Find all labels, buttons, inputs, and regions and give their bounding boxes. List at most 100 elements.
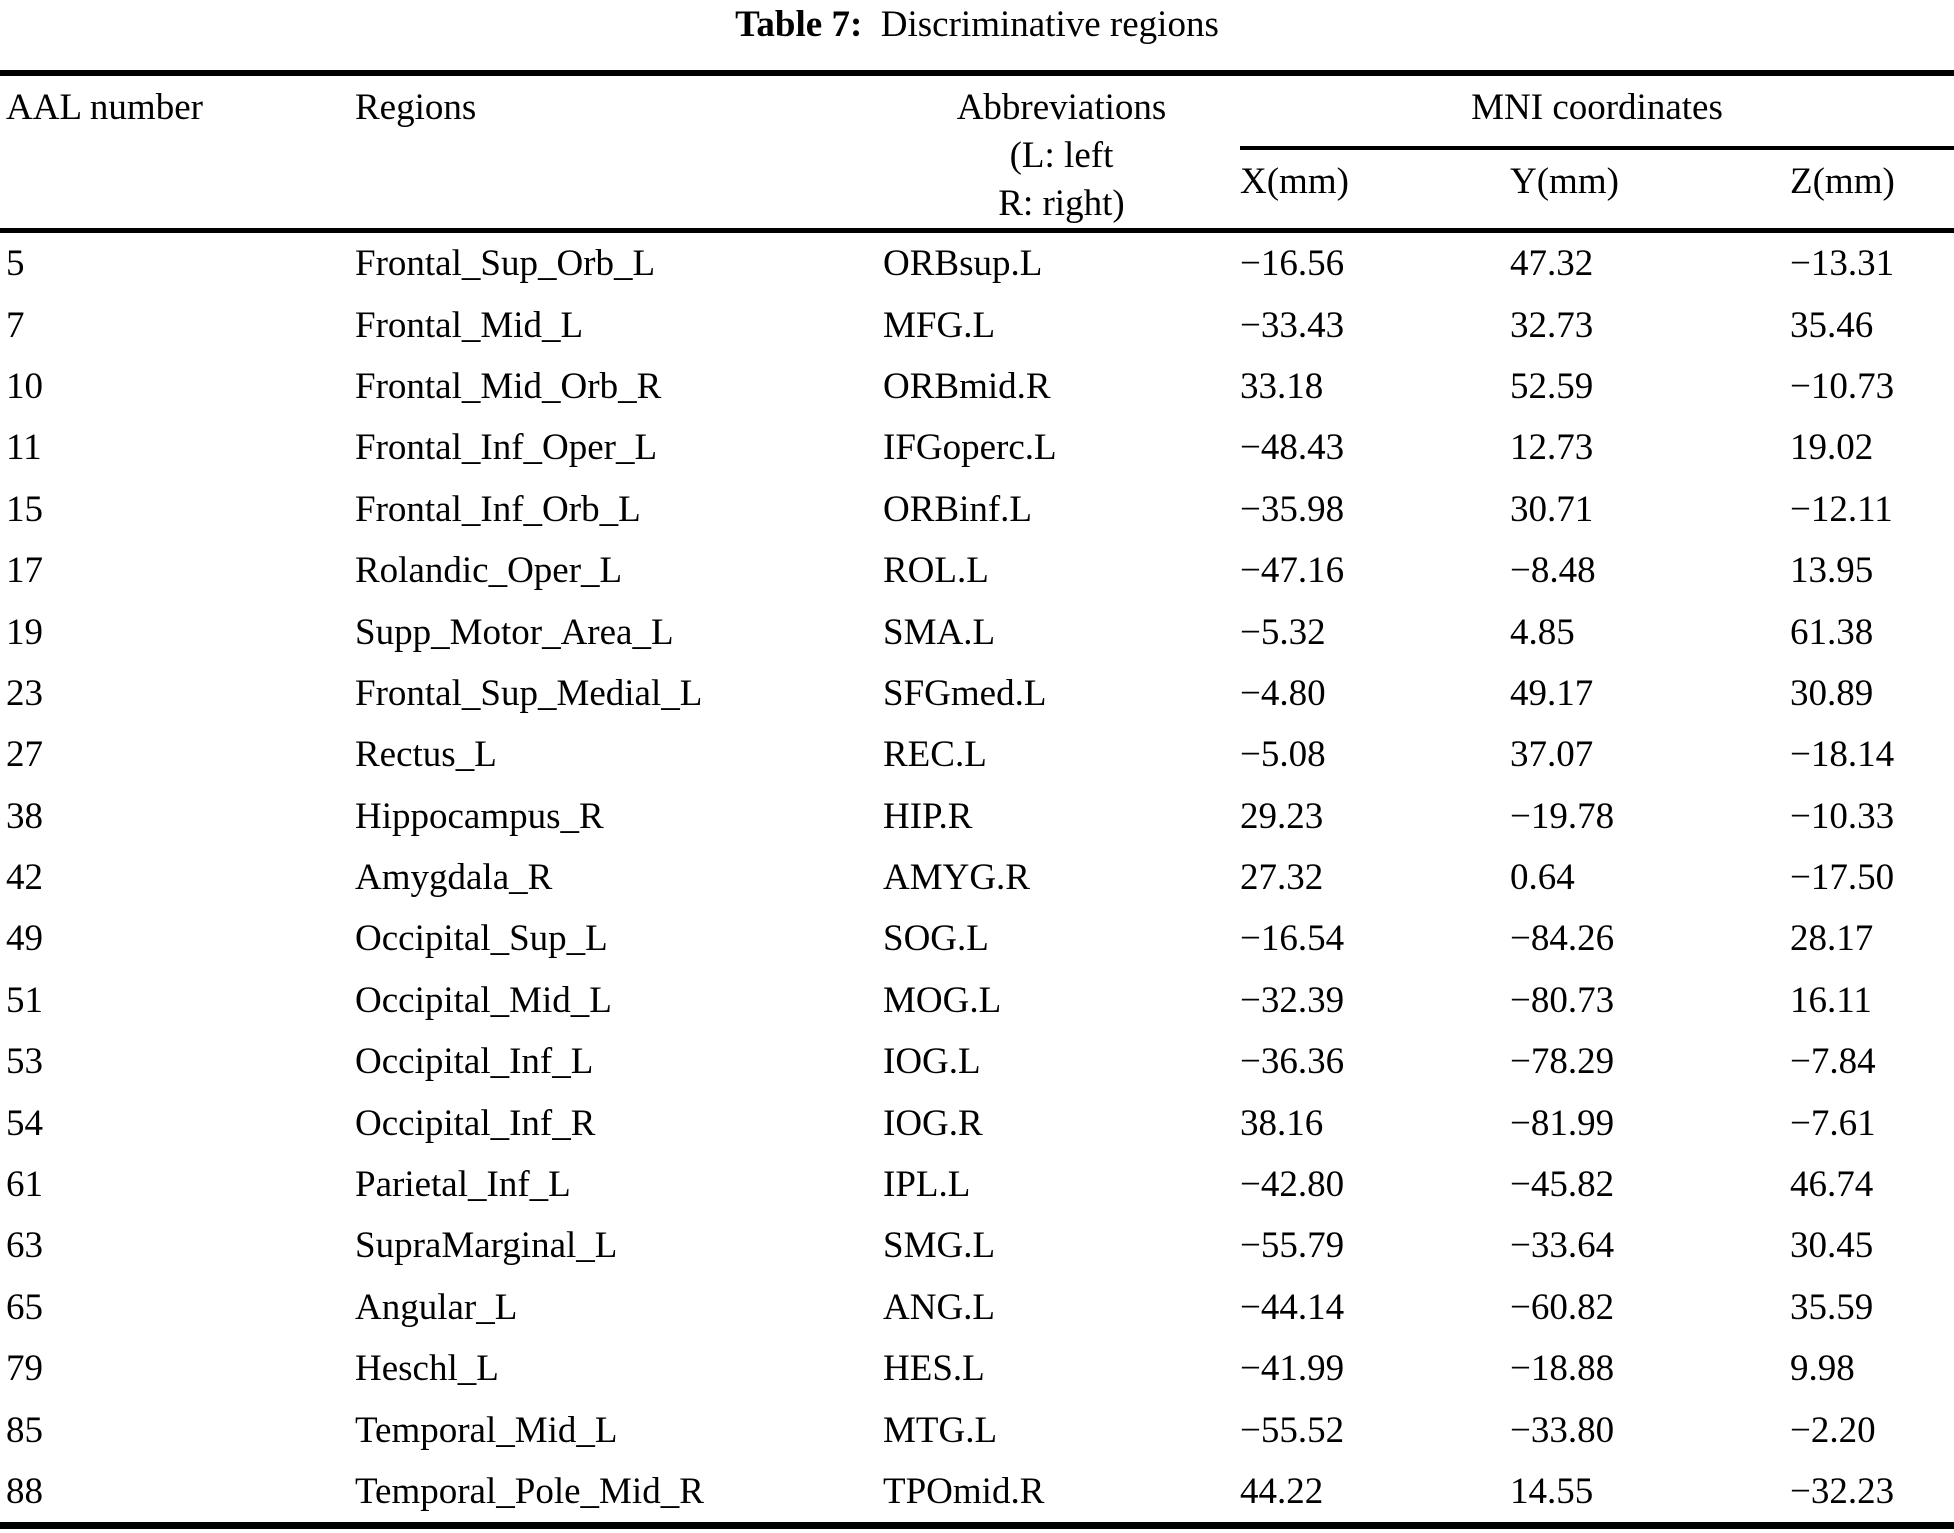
abbr-cell: HES.L (883, 1348, 985, 1390)
table-row: 63 SupraMarginal_L SMG.L −55.79 −33.64 3… (0, 1215, 1954, 1276)
abbr-cell: TPOmid.R (883, 1471, 1045, 1512)
aal-cell: 49 (6, 918, 43, 960)
table-caption-title: Discriminative regions (880, 4, 1219, 45)
region-cell: Frontal_Mid_L (355, 304, 584, 346)
abbr-cell: SMG.L (883, 1225, 996, 1267)
z-cell: −13.31 (1790, 243, 1895, 285)
z-cell: −17.50 (1790, 857, 1895, 899)
region-cell: Temporal_Pole_Mid_R (355, 1471, 704, 1512)
abbr-cell: ORBinf.L (883, 488, 1033, 530)
aal-cell: 51 (6, 979, 43, 1021)
z-cell: −18.14 (1790, 734, 1895, 776)
aal-cell: 10 (6, 365, 43, 407)
abbr-cell: ORBmid.R (883, 365, 1051, 407)
z-cell: 30.45 (1790, 1225, 1874, 1267)
aal-cell: 61 (6, 1164, 43, 1206)
aal-cell: 53 (6, 1041, 43, 1083)
table-row: 38 Hippocampus_R HIP.R 29.23 −19.78 −10.… (0, 786, 1954, 847)
aal-cell: 19 (6, 611, 43, 653)
z-cell: 16.11 (1790, 979, 1872, 1021)
y-cell: 0.64 (1510, 857, 1575, 899)
y-cell: −84.26 (1510, 918, 1615, 960)
y-cell: 52.59 (1510, 365, 1594, 407)
aal-cell: 23 (6, 672, 43, 714)
x-cell: −36.36 (1240, 1041, 1345, 1083)
aal-cell: 42 (6, 857, 43, 899)
abbr-cell: HIP.R (883, 795, 973, 837)
z-cell: 19.02 (1790, 427, 1874, 469)
z-cell: 30.89 (1790, 672, 1874, 714)
aal-cell: 85 (6, 1409, 43, 1451)
table-row: 17 Rolandic_Oper_L ROL.L −47.16 −8.48 13… (0, 540, 1954, 601)
z-cell: −12.11 (1790, 488, 1893, 530)
table-row: 11 Frontal_Inf_Oper_L IFGoperc.L −48.43 … (0, 417, 1954, 478)
aal-cell: 54 (6, 1102, 43, 1144)
y-cell: 4.85 (1510, 611, 1575, 653)
abbr-cell: IFGoperc.L (883, 427, 1057, 469)
table-bottom-rule (0, 1522, 1954, 1530)
table-row: 10 Frontal_Mid_Orb_R ORBmid.R 33.18 52.5… (0, 356, 1954, 417)
table-row: 5 Frontal_Sup_Orb_L ORBsup.L −16.56 47.3… (0, 233, 1954, 294)
aal-cell: 65 (6, 1286, 43, 1328)
region-cell: Occipital_Sup_L (355, 918, 608, 960)
abbr-cell: SOG.L (883, 918, 989, 960)
x-cell: −4.80 (1240, 672, 1326, 714)
region-cell: Frontal_Inf_Oper_L (355, 427, 658, 469)
region-cell: Heschl_L (355, 1348, 499, 1390)
region-cell: Occipital_Inf_L (355, 1041, 594, 1083)
table-caption-label: Table 7: (735, 4, 863, 45)
x-cell: −41.99 (1240, 1348, 1345, 1390)
abbr-cell: ANG.L (883, 1286, 996, 1328)
table-row: 54 Occipital_Inf_R IOG.R 38.16 −81.99 −7… (0, 1092, 1954, 1153)
abbr-cell: IPL.L (883, 1164, 971, 1206)
header-mni-coordinates: MNI coordinates (1471, 87, 1723, 128)
abbr-cell: AMYG.R (883, 857, 1030, 899)
z-cell: 46.74 (1790, 1164, 1874, 1206)
region-cell: Occipital_Inf_R (355, 1102, 596, 1144)
z-cell: 9.98 (1790, 1348, 1855, 1390)
region-cell: Parietal_Inf_L (355, 1164, 571, 1206)
abbr-cell: SFGmed.L (883, 672, 1047, 714)
region-cell: Amygdala_R (355, 857, 553, 899)
table-row: 88 Temporal_Pole_Mid_R TPOmid.R 44.22 14… (0, 1461, 1954, 1522)
x-cell: 44.22 (1240, 1471, 1324, 1512)
x-cell: −47.16 (1240, 550, 1345, 592)
table-caption: Table 7: Discriminative regions (0, 0, 1954, 70)
x-cell: −35.98 (1240, 488, 1345, 530)
region-cell: Frontal_Inf_Orb_L (355, 488, 641, 530)
x-cell: 27.32 (1240, 857, 1324, 899)
header-z-mm: Z(mm) (1790, 161, 1895, 202)
table-row: 85 Temporal_Mid_L MTG.L −55.52 −33.80 −2… (0, 1399, 1954, 1460)
y-cell: 49.17 (1510, 672, 1594, 714)
abbr-cell: REC.L (883, 734, 987, 776)
table-row: 53 Occipital_Inf_L IOG.L −36.36 −78.29 −… (0, 1031, 1954, 1092)
abbr-cell: IOG.L (883, 1041, 981, 1083)
z-cell: 35.46 (1790, 304, 1874, 346)
header-y-mm: Y(mm) (1510, 161, 1619, 202)
abbr-cell: MOG.L (883, 979, 1002, 1021)
table-row: 51 Occipital_Mid_L MOG.L −32.39 −80.73 1… (0, 970, 1954, 1031)
table-row: 19 Supp_Motor_Area_L SMA.L −5.32 4.85 61… (0, 601, 1954, 662)
y-cell: −60.82 (1510, 1286, 1615, 1328)
aal-cell: 79 (6, 1348, 43, 1390)
z-cell: −10.73 (1790, 365, 1895, 407)
table-top-rule (0, 70, 1954, 76)
header-x-mm: X(mm) (1240, 161, 1349, 202)
region-cell: Hippocampus_R (355, 795, 604, 837)
abbr-cell: ROL.L (883, 550, 989, 592)
region-cell: Rolandic_Oper_L (355, 550, 623, 592)
table-row: 7 Frontal_Mid_L MFG.L −33.43 32.73 35.46 (0, 294, 1954, 355)
header-mni-subcolumns: X(mm) Y(mm) Z(mm) (1240, 150, 1954, 204)
x-cell: −42.80 (1240, 1164, 1345, 1206)
table-row: 27 Rectus_L REC.L −5.08 37.07 −18.14 (0, 724, 1954, 785)
table-header: AAL number Regions Abbreviations (L: lef… (0, 76, 1954, 228)
table-row: 15 Frontal_Inf_Orb_L ORBinf.L −35.98 30.… (0, 479, 1954, 540)
x-cell: 29.23 (1240, 795, 1324, 837)
aal-cell: 17 (6, 550, 43, 592)
z-cell: 35.59 (1790, 1286, 1874, 1328)
y-cell: −78.29 (1510, 1041, 1615, 1083)
region-cell: Rectus_L (355, 734, 497, 776)
aal-cell: 27 (6, 734, 43, 776)
abbr-cell: MFG.L (883, 304, 996, 346)
aal-cell: 38 (6, 795, 43, 837)
